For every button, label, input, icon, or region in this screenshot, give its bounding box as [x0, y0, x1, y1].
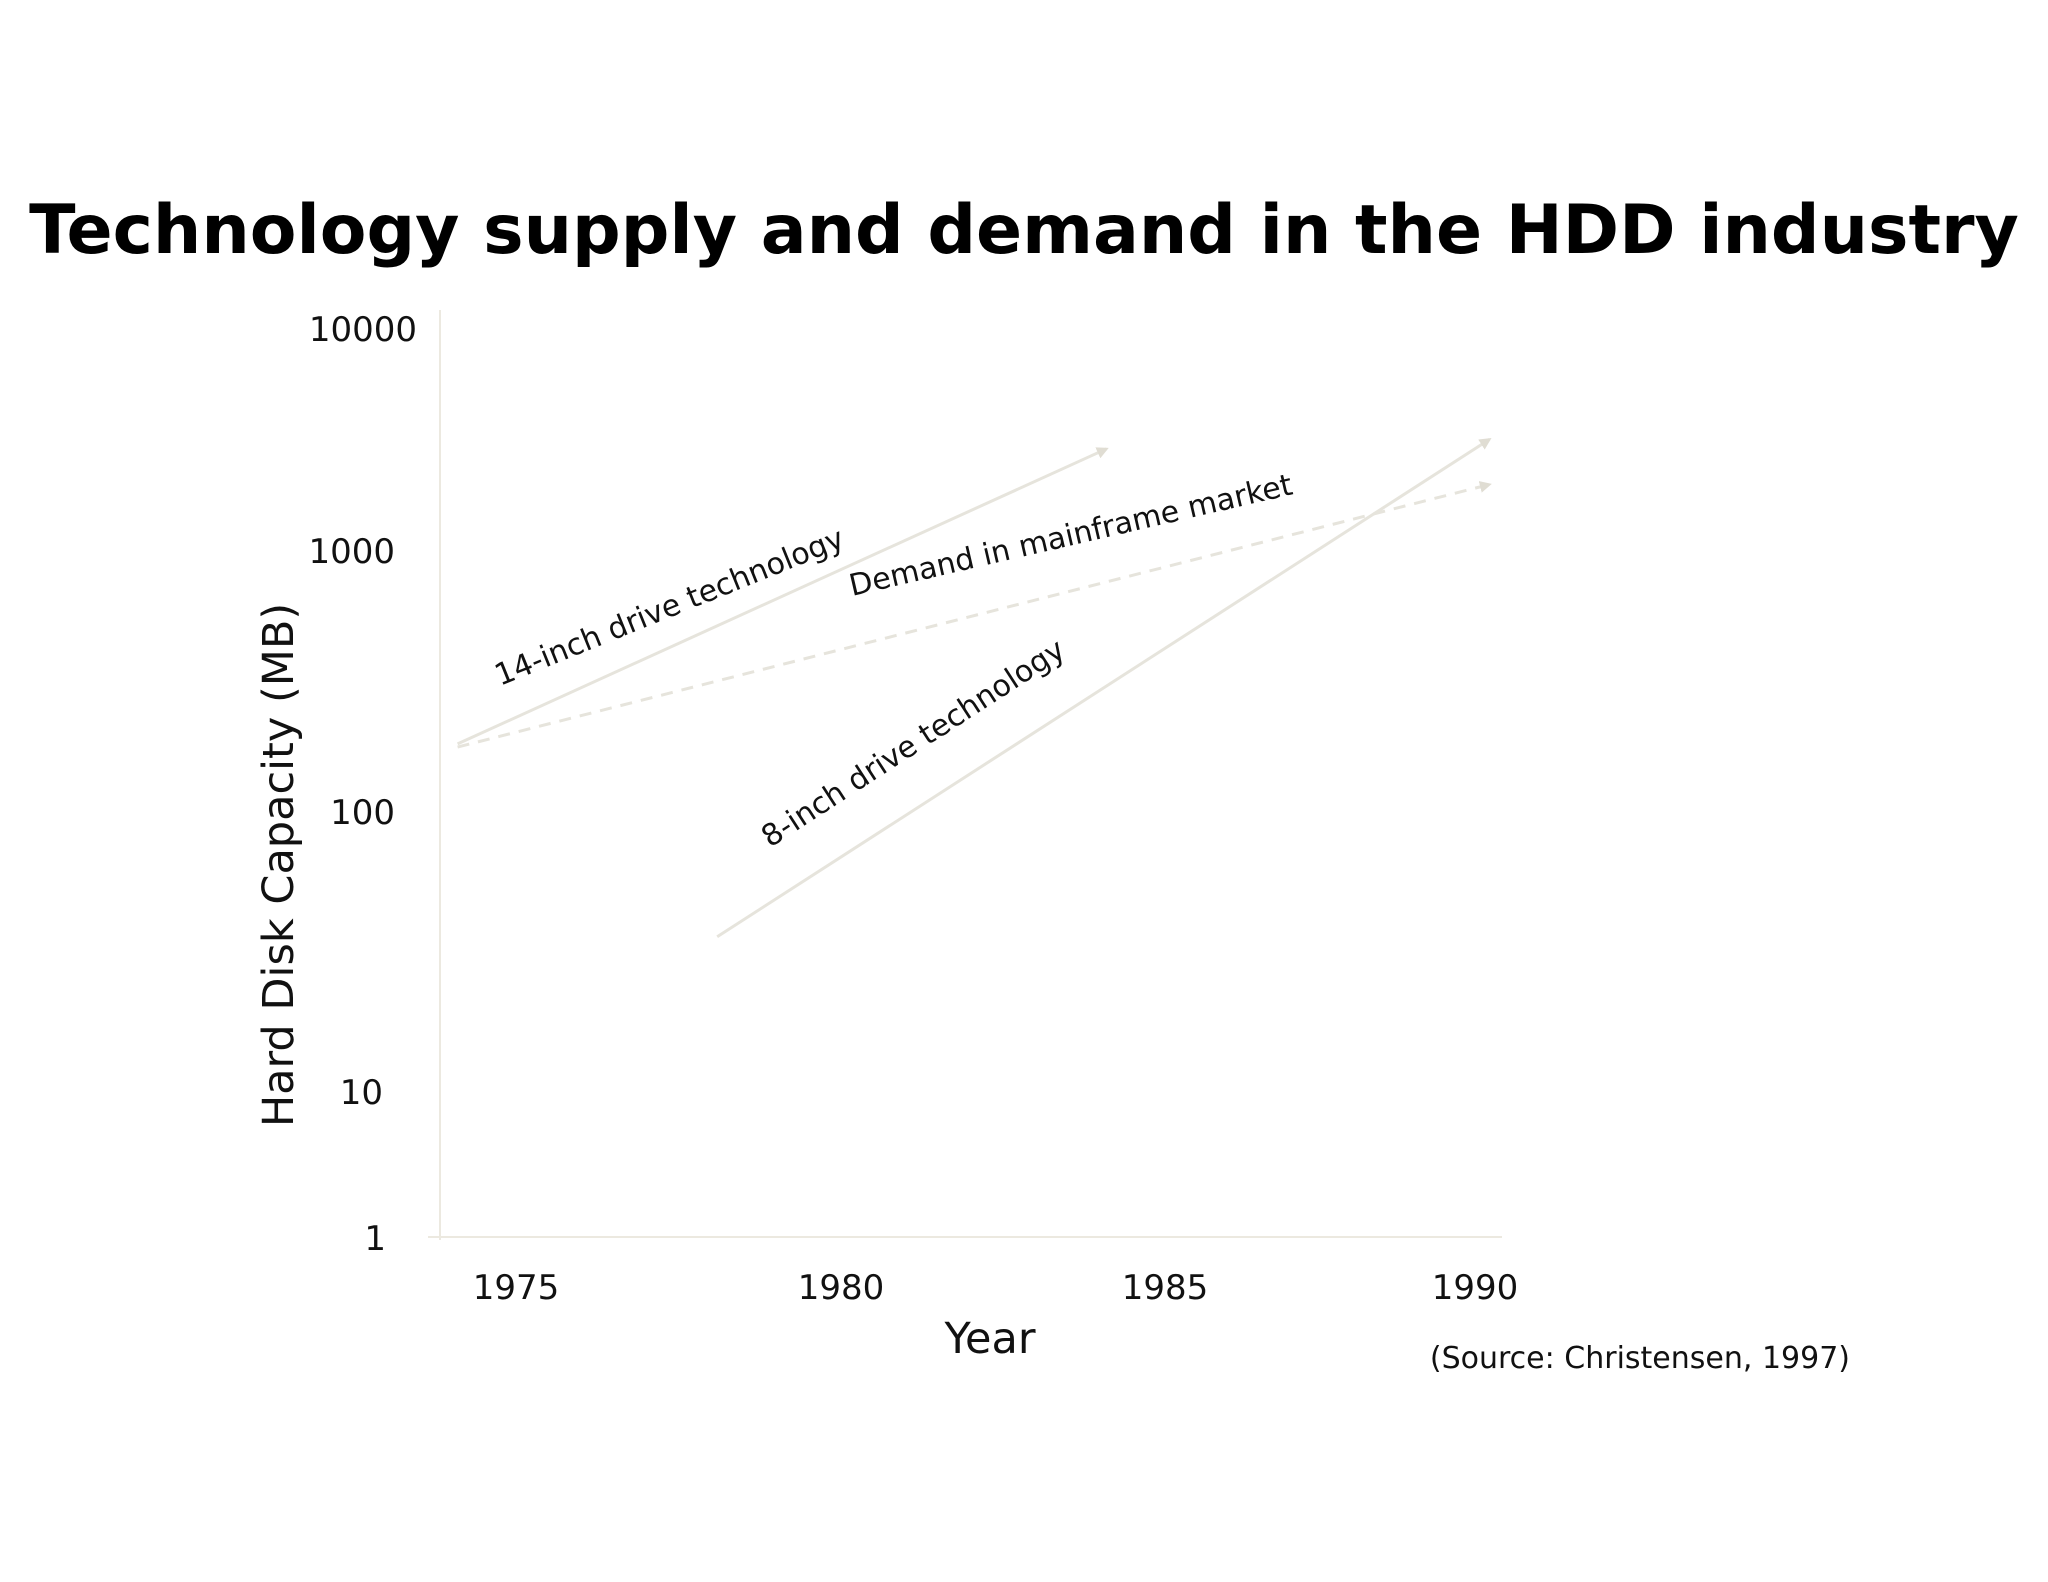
x-axis-tick-labels: 1975 1980 1985 1990: [473, 1268, 1519, 1308]
series-label-14-inch: 14-inch drive technology: [490, 521, 849, 693]
series-lines: [456, 438, 1492, 939]
y-tick-label: 1000: [308, 532, 395, 572]
y-tick-label: 10000: [309, 310, 417, 350]
x-tick-label: 1985: [1122, 1268, 1209, 1308]
source-note: (Source: Christensen, 1997): [1430, 1341, 1850, 1376]
y-axis-title: Hard Disk Capacity (MB): [254, 603, 304, 1127]
series-line-mainframe-demand: [457, 481, 1492, 749]
chart-title: Technology supply and demand in the HDD …: [29, 191, 2019, 270]
series-line-8-inch: [716, 438, 1492, 939]
y-axis-tick-labels: 10000 1000 100 10 1: [308, 310, 417, 1259]
y-tick-label: 1: [364, 1219, 386, 1259]
y-tick-label: 100: [330, 793, 395, 833]
x-tick-label: 1990: [1432, 1268, 1519, 1308]
series-label-8-inch: 8-inch drive technology: [755, 632, 1071, 854]
y-tick-label: 10: [340, 1073, 383, 1113]
x-axis-title: Year: [943, 1314, 1035, 1364]
series-line-14-inch: [456, 447, 1109, 746]
x-tick-label: 1980: [798, 1268, 885, 1308]
x-tick-label: 1975: [473, 1268, 560, 1308]
